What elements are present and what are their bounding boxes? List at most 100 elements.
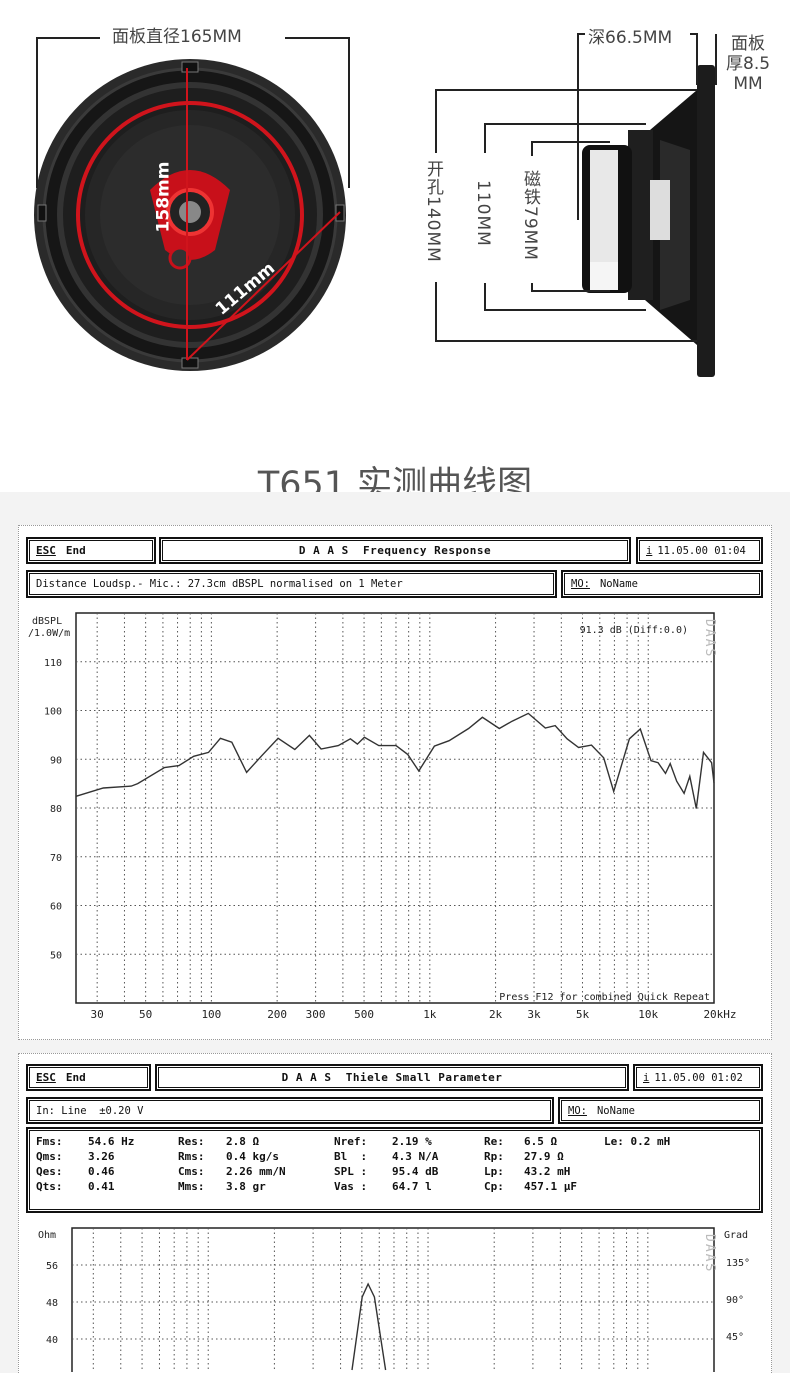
param-value: Le: 0.2 mH [604,1135,671,1148]
y-tick-label: 48 [46,1298,58,1309]
param-value: 2.26 mm/N [226,1165,286,1178]
esc-key: ESC [36,544,56,557]
x-tick-label: 2k [489,1008,503,1021]
param-name: Rms: [178,1150,205,1163]
watermark-logo: DAAS [702,619,717,658]
panel-thickness-line2: 厚8.5 [726,54,771,74]
param-value: 0.4 kg/s [226,1150,279,1163]
data-line [351,1282,387,1371]
panel-thickness-line1: 面板 [731,34,766,54]
param-value: 4.3 N/A [392,1150,439,1163]
memory-slot-2: MO: NoName [558,1097,763,1124]
magnet-label: 磁铁79MM [520,170,540,261]
speaker-front-view [34,37,350,371]
esc-label: End [65,544,86,557]
param-value: 2.8 Ω [226,1135,260,1148]
depth-label: 深66.5MM [588,28,673,48]
y2-tick-label: 90° [726,1295,744,1306]
param-value: 3.8 gr [226,1180,266,1193]
x-tick-label: 1k [423,1008,437,1021]
speaker-photos [34,33,717,377]
data-line [75,712,715,809]
y-axis-label: Ohm [38,1230,56,1241]
speaker-side-view [435,33,717,377]
watermark-logo: DAAS [702,1234,717,1273]
param-value: 95.4 dB [392,1165,439,1178]
x-tick-label: 10k [638,1008,658,1021]
level-reading: 91.3 dB (Diff:0.0) [580,625,688,636]
param-name: Cp: [484,1180,504,1193]
param-name: Qms: [36,1150,63,1163]
esc-end-button[interactable]: ESC End [26,537,156,564]
panel-title-2: D A A S Thiele Small Parameter [155,1064,629,1091]
param-value: 43.2 mH [524,1165,571,1178]
mo-key: MO: [571,578,590,590]
y2-axis-label: Grad [724,1230,748,1241]
memory-slot: MO: NoName [561,570,763,598]
info-icon[interactable]: i [646,544,653,557]
panel-title-text: D A A S Frequency Response [298,544,492,557]
param-value: 6.5 Ω [524,1135,558,1148]
panel-title-text: D A A S Thiele Small Parameter [281,1071,503,1084]
mo-value: NoName [599,578,638,590]
datetime: 11.05.00 01:02 [654,1071,743,1084]
param-value: 2.19 % [392,1135,432,1148]
y-tick-label: 110 [44,658,62,669]
x-tick-label: 100 [201,1008,221,1021]
y-tick-label: 40 [46,1335,58,1346]
x-tick-label: 50 [139,1008,152,1021]
param-name: SPL : [334,1165,368,1178]
info-icon[interactable]: i [643,1071,650,1084]
y-tick-label: 60 [50,902,62,913]
esc-key: ESC [36,1071,56,1084]
datetime: 11.05.00 01:04 [657,544,746,557]
y-tick-label: 80 [50,804,62,815]
param-name: Bl : [334,1150,368,1163]
x-tick-label: 200 [267,1008,287,1021]
datetime-box: i 11.05.00 01:04 [636,537,763,564]
datetime-box-2: i 11.05.00 01:02 [633,1064,763,1091]
param-value: 54.6 Hz [88,1135,135,1148]
x-tick-label: 5k [576,1008,590,1021]
param-value: 64.7 l [392,1180,432,1193]
param-value: 0.46 [88,1165,115,1178]
y-tick-label: 56 [46,1261,58,1272]
measurement-note-text: Distance Loudsp.- Mic.: 27.3cm dBSPL nor… [36,578,403,590]
param-name: Rp: [484,1150,504,1163]
plot-frame [71,1227,715,1372]
x-tick-label: 3k [527,1008,541,1021]
mo-key: MO: [568,1104,587,1117]
y-tick-label: 90 [50,755,62,766]
input-level-text: In: Line ±0.20 V [36,1104,144,1117]
panel-thickness-label: 面板 厚8.5 MM [726,34,770,94]
y-tick-label: 100 [44,707,62,718]
param-name: Res: [178,1135,205,1148]
y2-tick-label: 135° [726,1258,750,1269]
panel-title: D A A S Frequency Response [159,537,631,564]
param-name: Cms: [178,1165,205,1178]
basket-label: 110MM [473,180,493,247]
panel-diameter-label: 面板直径165MM [112,27,242,47]
esc-end-button-2[interactable]: ESC End [26,1064,151,1091]
param-name: Qes: [36,1165,63,1178]
panel-thickness-line3: MM [733,74,763,94]
param-name: Nref: [334,1135,368,1148]
param-value: 3.26 [88,1150,115,1163]
measurement-note: Distance Loudsp.- Mic.: 27.3cm dBSPL nor… [26,570,557,598]
cutout-label: 开孔140MM [423,160,443,263]
mo-value: NoName [596,1104,635,1117]
y-tick-label: 50 [50,950,62,961]
y-axis-unit: /1.0W/m [28,628,70,639]
param-value: 0.41 [88,1180,115,1193]
esc-label: End [65,1071,86,1084]
x-tick-label: 500 [354,1008,374,1021]
y2-tick-label: 45° [726,1332,744,1343]
plot-area [72,1228,714,1372]
param-name: Re: [484,1135,504,1148]
input-level: In: Line ±0.20 V [26,1097,554,1124]
x-tick-label: 30 [91,1008,104,1021]
y-tick-label: 70 [50,853,62,864]
x-tick-label: 300 [306,1008,326,1021]
